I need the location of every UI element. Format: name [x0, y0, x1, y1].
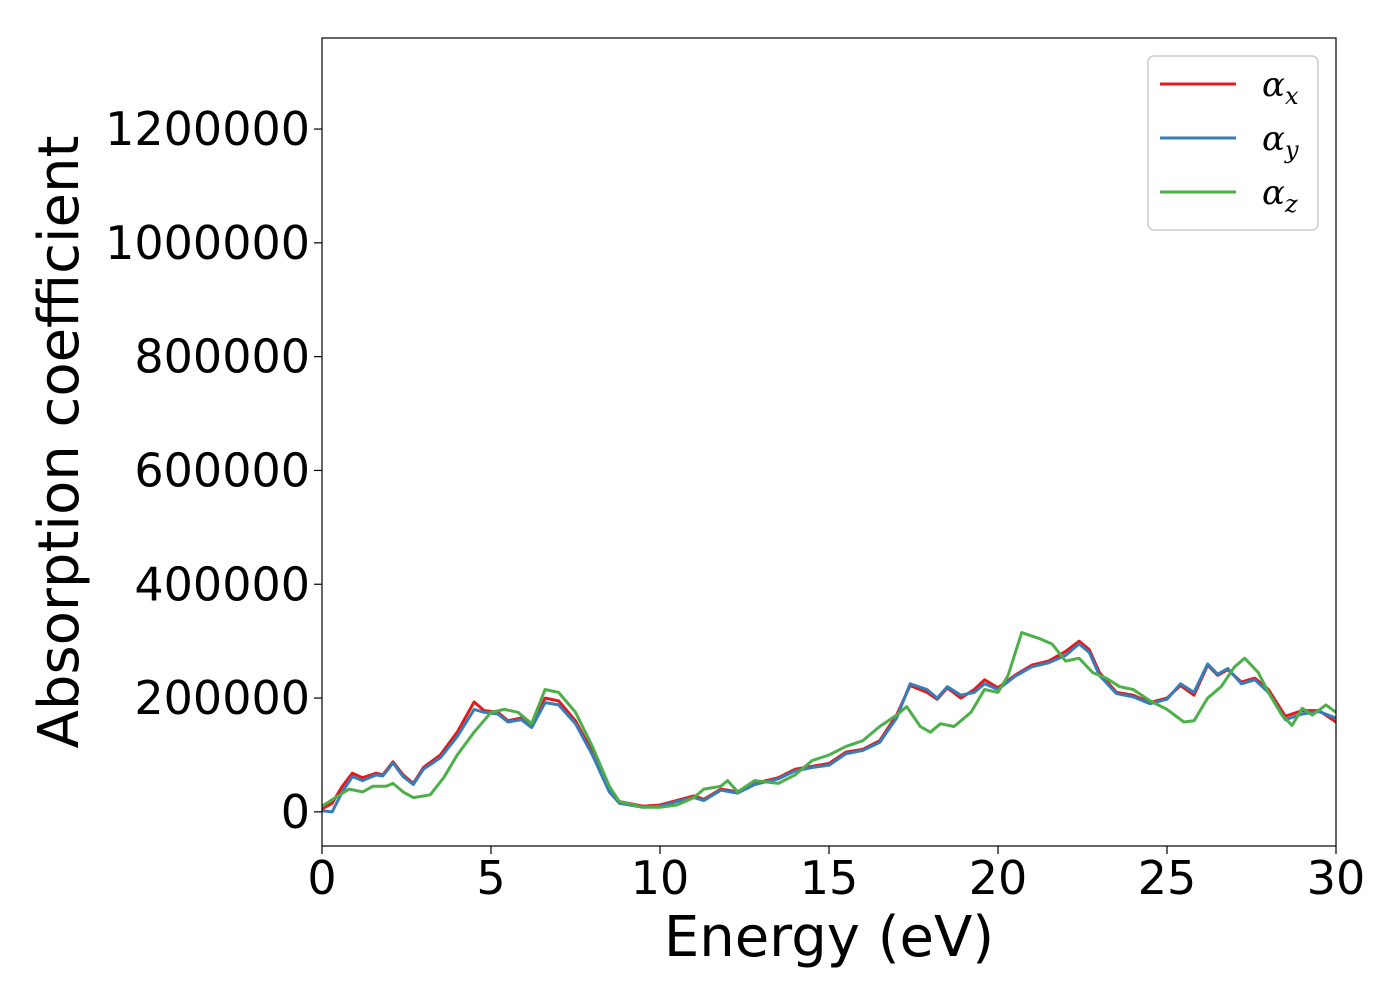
- x-tick-label: 15: [800, 851, 859, 905]
- legend-label-z: αz: [1262, 173, 1298, 218]
- y-tick-label: 200000: [134, 671, 310, 725]
- x-tick-label: 20: [969, 851, 1028, 905]
- legend-label-x: αx: [1262, 65, 1299, 110]
- series-layer: [322, 631, 1336, 814]
- x-tick-label: 25: [1138, 851, 1197, 905]
- legend-label-y: αy: [1262, 119, 1299, 164]
- series-line-y: [322, 642, 1336, 814]
- x-tick-label: 5: [476, 851, 505, 905]
- legend: αx αy αz: [1147, 55, 1319, 231]
- y-axis-label: Absorption coefficient: [27, 136, 92, 749]
- x-axis: 0 5 10 15 20 25 30: [307, 846, 1365, 905]
- x-axis-label: Energy (eV): [664, 905, 994, 970]
- y-tick-label: 400000: [134, 557, 310, 611]
- y-axis: 0 200000 400000 600000 800000 1000000 1200000: [105, 102, 322, 839]
- y-tick-label: 800000: [134, 330, 310, 384]
- x-tick-label: 0: [307, 851, 336, 905]
- y-tick-label: 1200000: [105, 102, 310, 156]
- x-tick-label: 10: [631, 851, 690, 905]
- legend-box: [1147, 55, 1319, 231]
- series-line-z: [322, 631, 1336, 809]
- x-tick-label: 30: [1307, 851, 1366, 905]
- y-tick-label: 600000: [134, 443, 310, 497]
- y-tick-label: 0: [281, 785, 310, 839]
- y-tick-label: 1000000: [105, 216, 310, 270]
